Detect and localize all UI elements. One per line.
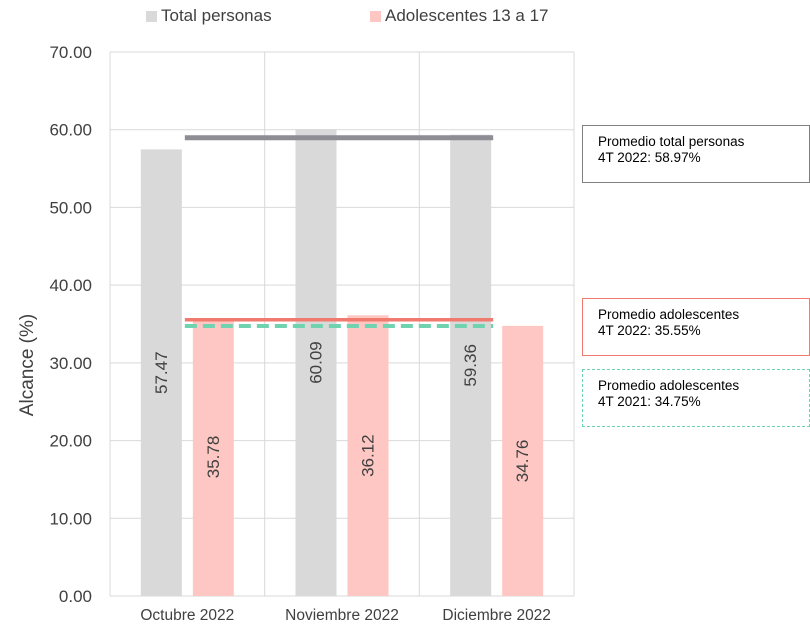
bar-data-label: 36.12 — [359, 434, 378, 477]
x-tick-labels: Octubre 2022 Noviembre 2022 Diciembre 2022 — [140, 607, 551, 624]
bar-data-label: 60.09 — [307, 341, 326, 384]
gridlines — [109, 51, 575, 597]
bars — [140, 129, 544, 597]
bar-data-label: 57.47 — [152, 351, 171, 394]
y-tick-label: 50.00 — [49, 198, 92, 217]
bar-1-0 — [192, 317, 234, 596]
bar-0-2 — [450, 134, 492, 597]
legend-item-total: Total personas — [146, 6, 272, 26]
legend-label-adolescentes: Adolescentes 13 a 17 — [385, 6, 549, 25]
callout-promedio-adolescentes-2022: Promedio adolescentes 4T 2022: 35.55% — [582, 298, 810, 356]
bar-0-1 — [295, 129, 337, 596]
y-tick-label: 40.00 — [49, 276, 92, 295]
y-tick-labels: 0.00 10.00 20.00 30.00 40.00 50.00 60.00 70.00 — [49, 43, 92, 606]
callout-total-line2: 4T 2022: 58.97% — [598, 150, 701, 165]
y-tick-label: 60.00 — [49, 121, 92, 140]
legend-label-total: Total personas — [161, 6, 272, 25]
x-tick-label: Noviembre 2022 — [285, 607, 399, 624]
reference-lines — [184, 135, 494, 328]
bar-data-label: 35.78 — [204, 436, 223, 479]
bar-1-2 — [502, 325, 544, 596]
legend-swatch-adolescentes — [370, 10, 381, 22]
callout-promedio-adolescentes-2021: Promedio adolescentes 4T 2021: 34.75% — [582, 369, 810, 427]
callout-adol-2021-line2: 4T 2021: 34.75% — [598, 394, 701, 409]
callout-adol-2022-line2: 4T 2022: 35.55% — [598, 323, 701, 338]
y-tick-label: 30.00 — [49, 354, 92, 373]
y-tick-label: 10.00 — [49, 509, 92, 528]
callout-adol-2021-line1: Promedio adolescentes — [598, 378, 740, 393]
bar-data-labels: 57.47 35.78 60.09 36.12 59.36 34.76 — [152, 341, 532, 482]
callout-promedio-total: Promedio total personas 4T 2022: 58.97% — [582, 125, 810, 183]
bar-1-1 — [347, 315, 389, 596]
callout-adol-2022-line1: Promedio adolescentes — [598, 307, 740, 322]
x-tick-label: Octubre 2022 — [140, 607, 234, 624]
bar-0-0 — [140, 149, 182, 596]
bar-data-label: 59.36 — [461, 344, 480, 387]
y-axis-label: Alcance (%) — [17, 314, 38, 416]
legend: Total personas Adolescentes 13 a 17 — [0, 6, 810, 28]
legend-swatch-total — [146, 10, 157, 22]
legend-item-adolescentes: Adolescentes 13 a 17 — [370, 6, 549, 26]
callout-total-line1: Promedio total personas — [598, 134, 745, 149]
bar-data-label: 34.76 — [513, 440, 532, 483]
y-tick-label: 70.00 — [49, 43, 92, 62]
y-tick-label: 20.00 — [49, 432, 92, 451]
x-tick-label: Diciembre 2022 — [442, 607, 551, 624]
y-tick-label: 0.00 — [59, 587, 92, 606]
